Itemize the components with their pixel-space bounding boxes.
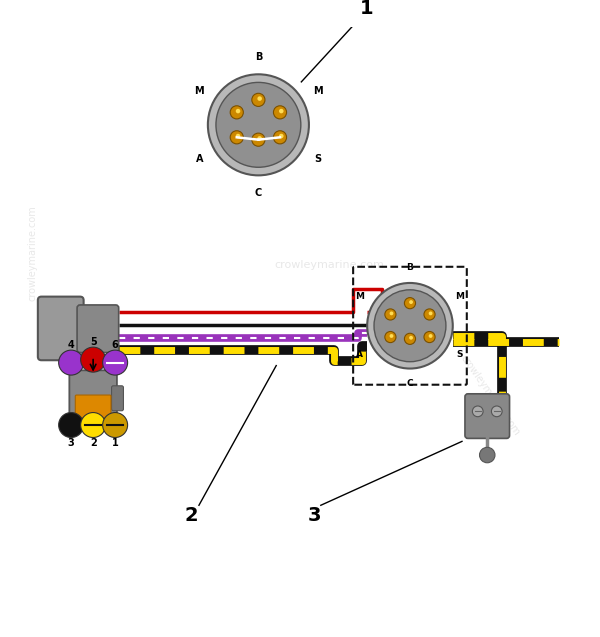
Circle shape	[59, 413, 83, 438]
Circle shape	[236, 109, 241, 113]
Circle shape	[409, 336, 413, 340]
Text: C: C	[255, 188, 262, 198]
Circle shape	[257, 136, 262, 141]
Circle shape	[103, 413, 128, 438]
Text: 4: 4	[68, 340, 74, 350]
Text: crowleymarine.com: crowleymarine.com	[28, 204, 37, 301]
Circle shape	[491, 406, 502, 417]
Text: B: B	[255, 52, 262, 62]
Text: 5: 5	[90, 337, 97, 347]
Circle shape	[479, 447, 495, 462]
Text: M: M	[355, 292, 364, 301]
Text: M: M	[194, 86, 204, 96]
Circle shape	[103, 350, 128, 375]
Text: M: M	[455, 292, 464, 301]
Circle shape	[208, 75, 309, 175]
Circle shape	[80, 347, 106, 372]
Circle shape	[385, 331, 396, 343]
Circle shape	[389, 334, 394, 338]
Text: 1: 1	[112, 438, 119, 448]
Circle shape	[252, 133, 265, 147]
Text: 3: 3	[308, 506, 322, 525]
Circle shape	[424, 331, 435, 343]
Circle shape	[274, 131, 287, 144]
Circle shape	[389, 311, 394, 315]
Text: A: A	[196, 154, 203, 164]
FancyBboxPatch shape	[75, 395, 111, 418]
Text: crowleymarine.com: crowleymarine.com	[458, 354, 522, 438]
Circle shape	[80, 413, 106, 438]
FancyBboxPatch shape	[38, 297, 83, 361]
Text: B: B	[407, 264, 413, 273]
Text: 3: 3	[68, 438, 74, 448]
Circle shape	[216, 82, 301, 168]
Circle shape	[274, 106, 287, 119]
Circle shape	[424, 309, 435, 320]
Circle shape	[279, 134, 284, 138]
Text: crowleymarine.com: crowleymarine.com	[275, 259, 385, 269]
FancyBboxPatch shape	[77, 305, 119, 352]
FancyBboxPatch shape	[70, 370, 117, 426]
Circle shape	[252, 93, 265, 106]
Circle shape	[428, 334, 433, 338]
FancyBboxPatch shape	[112, 386, 124, 411]
FancyBboxPatch shape	[88, 422, 96, 431]
Circle shape	[409, 300, 413, 304]
Text: S: S	[314, 154, 321, 164]
FancyBboxPatch shape	[77, 422, 85, 431]
Text: 2: 2	[90, 438, 97, 448]
Text: C: C	[407, 379, 413, 388]
Circle shape	[404, 333, 416, 345]
Circle shape	[59, 350, 83, 375]
Text: S: S	[457, 350, 463, 359]
Circle shape	[279, 109, 284, 113]
Circle shape	[374, 290, 446, 362]
Circle shape	[404, 297, 416, 309]
FancyBboxPatch shape	[98, 422, 107, 431]
Circle shape	[230, 106, 244, 119]
Circle shape	[385, 309, 396, 320]
Circle shape	[236, 134, 241, 138]
Circle shape	[257, 96, 262, 101]
Text: 2: 2	[185, 506, 199, 525]
Circle shape	[428, 311, 433, 315]
Text: A: A	[356, 350, 364, 359]
Circle shape	[367, 283, 453, 369]
Text: 1: 1	[360, 0, 374, 18]
Circle shape	[230, 131, 244, 144]
Text: 6: 6	[112, 340, 119, 350]
Circle shape	[472, 406, 483, 417]
FancyBboxPatch shape	[465, 394, 509, 438]
Text: M: M	[313, 86, 322, 96]
